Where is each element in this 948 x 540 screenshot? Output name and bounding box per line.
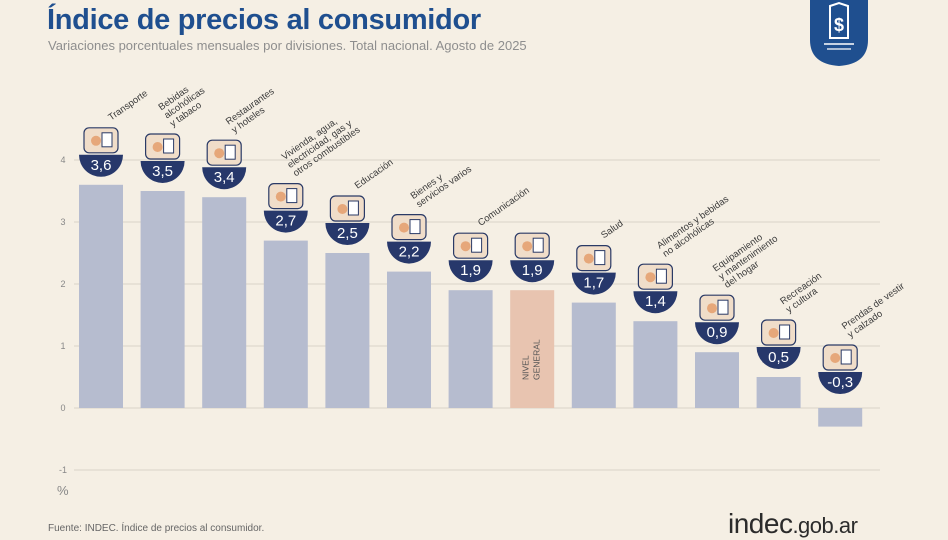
y-tick-label: 3 bbox=[60, 217, 65, 227]
inner-bar-label-line: NIVEL bbox=[521, 355, 531, 380]
inner-bar-label-line: GENERAL bbox=[532, 339, 542, 380]
basket-icon bbox=[514, 232, 550, 259]
medical-cross-icon bbox=[576, 245, 612, 272]
value-badge bbox=[79, 154, 123, 177]
data-label: 1,9 bbox=[522, 262, 543, 279]
y-tick-label: 0 bbox=[60, 403, 65, 413]
svg-text:$: $ bbox=[834, 15, 844, 35]
bar bbox=[633, 321, 678, 408]
category-label: Vivienda, agua,electricidad, gas yotros … bbox=[280, 116, 363, 179]
value-badge bbox=[140, 161, 185, 183]
source-note: Fuente: INDEC. Índice de precios al cons… bbox=[48, 523, 265, 534]
stove-icon bbox=[699, 294, 735, 321]
data-label: 0,9 bbox=[707, 324, 728, 341]
bar bbox=[571, 302, 616, 408]
value-badge bbox=[510, 260, 555, 283]
value-badge bbox=[633, 291, 678, 314]
bar bbox=[79, 184, 123, 408]
data-label: 1,9 bbox=[460, 262, 481, 279]
data-label: 2,2 bbox=[399, 244, 420, 261]
y-tick-label: 4 bbox=[60, 155, 65, 165]
bar bbox=[263, 240, 308, 408]
y-axis-unit: % bbox=[57, 483, 69, 498]
data-label: 2,7 bbox=[275, 213, 296, 230]
data-label: 1,4 bbox=[645, 293, 666, 310]
data-label: 1,7 bbox=[583, 275, 604, 292]
cutlery-icon bbox=[206, 139, 242, 166]
value-badge bbox=[756, 347, 801, 369]
clothes-icon bbox=[822, 344, 858, 371]
data-label: 3,6 bbox=[91, 157, 112, 174]
value-badge bbox=[202, 167, 247, 190]
data-label: 0,5 bbox=[768, 349, 789, 366]
drinks-icon bbox=[145, 133, 181, 160]
bar bbox=[510, 290, 555, 408]
bar bbox=[202, 197, 247, 408]
value-badge bbox=[818, 372, 863, 395]
bar bbox=[695, 352, 739, 408]
brand-domain: .gob.ar bbox=[792, 513, 858, 538]
category-label-line: Educación bbox=[353, 157, 396, 191]
books-icon bbox=[329, 195, 365, 222]
y-tick-label: -1 bbox=[59, 465, 67, 475]
data-label: 2,5 bbox=[337, 225, 358, 242]
data-label: -0,3 bbox=[827, 374, 853, 391]
bar bbox=[756, 377, 801, 408]
beach-umbrella-icon bbox=[760, 319, 797, 346]
chart-subtitle: Variaciones porcentuales mensuales por d… bbox=[48, 38, 527, 53]
y-tick-label: 2 bbox=[60, 279, 65, 289]
bar bbox=[325, 253, 370, 408]
indec-shield-logo: $ bbox=[810, 0, 868, 66]
brand-url[interactable]: indec.gob.ar bbox=[728, 508, 858, 540]
bar bbox=[140, 191, 185, 408]
value-badge bbox=[571, 272, 616, 295]
food-icon bbox=[637, 263, 674, 290]
phone-icon bbox=[453, 232, 489, 259]
value-badge bbox=[695, 322, 739, 345]
category-label: Educación bbox=[353, 157, 396, 191]
bar bbox=[818, 408, 863, 427]
category-label-line: Alimentos y bebidas bbox=[655, 194, 731, 252]
car-icon bbox=[83, 127, 119, 154]
value-badge bbox=[387, 241, 431, 264]
value-badge bbox=[325, 223, 370, 245]
brand-name: indec bbox=[728, 508, 793, 539]
bar bbox=[448, 290, 493, 408]
chart-title: Índice de precios al consumidor bbox=[47, 4, 481, 36]
value-badge bbox=[448, 260, 493, 283]
category-label-line: Transporte bbox=[106, 88, 150, 123]
lightbulb-icon bbox=[268, 183, 304, 210]
data-label: 3,4 bbox=[214, 169, 235, 186]
y-tick-label: 1 bbox=[60, 341, 65, 351]
value-badge bbox=[263, 210, 308, 233]
category-label: Transporte bbox=[106, 88, 150, 123]
comb-icon bbox=[391, 214, 427, 241]
data-label: 3,5 bbox=[152, 163, 173, 180]
inner-bar-label: NIVEL GENERAL bbox=[521, 339, 542, 380]
bar bbox=[387, 271, 431, 408]
